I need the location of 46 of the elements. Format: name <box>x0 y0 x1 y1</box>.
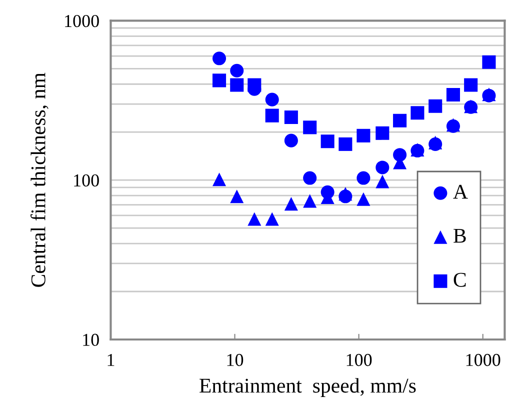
point <box>265 212 279 226</box>
point <box>338 137 352 151</box>
x-axis-title: Entrainment speed, mm/s <box>200 378 416 397</box>
point <box>303 171 317 185</box>
point <box>265 108 279 122</box>
point <box>320 185 334 199</box>
y-axis-title: Central fim thickness, nm <box>30 72 48 287</box>
x-tick-label: 1000 <box>466 354 500 366</box>
point <box>428 99 442 113</box>
point <box>248 212 262 226</box>
point <box>356 171 370 185</box>
point <box>338 190 352 204</box>
point <box>393 114 407 128</box>
y-tick-label: 10 <box>83 334 99 346</box>
point <box>230 190 244 204</box>
legend-label: B <box>454 228 466 243</box>
point <box>248 78 262 92</box>
point <box>376 160 390 174</box>
legend-label: A <box>453 184 468 199</box>
point <box>410 106 424 120</box>
point <box>446 88 460 102</box>
point <box>212 172 226 186</box>
y-tick-label: 1000 <box>65 14 99 28</box>
point <box>376 126 390 140</box>
point <box>482 55 496 69</box>
point <box>303 120 317 134</box>
point <box>376 174 390 188</box>
x-tick-label: 1 <box>108 354 114 366</box>
point <box>464 78 478 92</box>
point <box>320 134 334 148</box>
point <box>284 110 298 124</box>
point <box>212 74 226 88</box>
point <box>284 197 298 211</box>
legend-label: C <box>454 272 466 287</box>
point <box>230 64 244 78</box>
point <box>393 148 407 162</box>
point <box>303 194 317 208</box>
x-tick-label: 100 <box>346 354 372 366</box>
point <box>230 78 244 92</box>
point <box>356 192 370 206</box>
y-tick-label: 100 <box>74 174 99 187</box>
point <box>356 128 370 142</box>
point <box>212 52 226 66</box>
point <box>284 134 298 148</box>
point <box>265 92 279 106</box>
x-tick-label: 10 <box>227 354 244 366</box>
